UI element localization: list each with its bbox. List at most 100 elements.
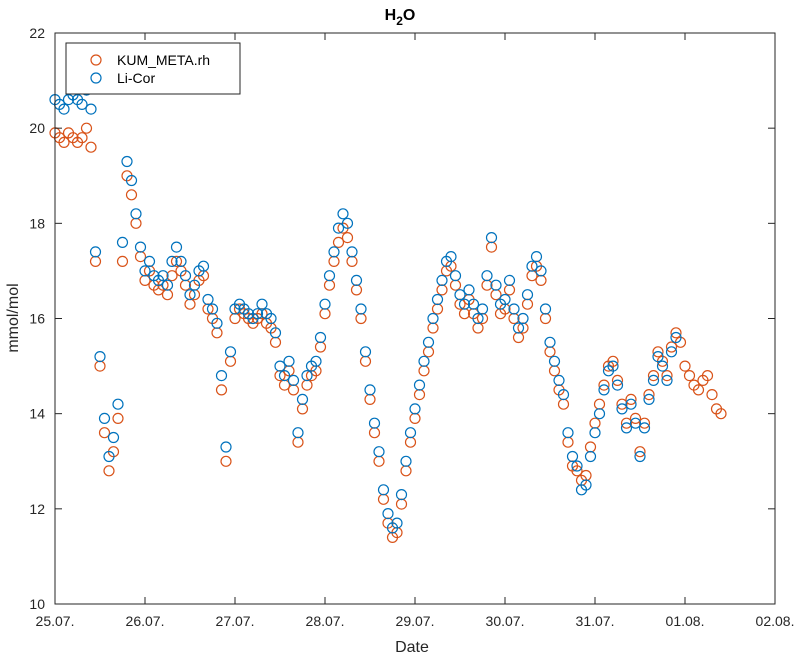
data-point — [368, 417, 381, 429]
data-point — [481, 270, 493, 282]
data-point — [643, 393, 655, 405]
data-point — [211, 317, 223, 329]
data-point — [476, 303, 489, 315]
data-point — [670, 327, 682, 339]
data-point — [166, 270, 178, 282]
data-point — [521, 289, 534, 301]
series-li-cor — [49, 84, 682, 534]
data-point — [467, 298, 480, 310]
data-point — [346, 246, 358, 258]
data-point — [652, 351, 664, 363]
data-point — [332, 236, 345, 248]
data-point — [116, 255, 129, 267]
data-point — [319, 298, 331, 310]
data-point — [557, 389, 570, 401]
data-point — [463, 284, 475, 296]
data-point — [580, 479, 592, 491]
data-point — [535, 265, 547, 277]
data-point — [202, 293, 214, 306]
data-point — [292, 427, 304, 439]
data-point — [382, 507, 394, 520]
data-point — [184, 289, 196, 301]
data-point — [611, 374, 624, 386]
data-point — [508, 303, 520, 315]
y-tick-label: 14 — [29, 406, 45, 422]
data-point — [76, 98, 88, 111]
data-point — [220, 441, 232, 453]
data-point — [364, 384, 376, 396]
data-point — [206, 303, 219, 315]
x-tick-label: 30.07. — [486, 613, 525, 629]
data-point — [593, 408, 606, 420]
data-point — [350, 274, 363, 286]
series-layer — [49, 84, 727, 544]
y-axis: 10 12 14 16 18 20 22 — [29, 25, 775, 612]
data-point — [526, 260, 538, 272]
data-point — [332, 222, 345, 234]
data-point — [427, 312, 439, 325]
data-point — [418, 355, 430, 367]
data-point — [161, 279, 174, 291]
data-point — [274, 360, 286, 372]
x-tick-label: 01.08. — [666, 613, 705, 629]
y-tick-label: 16 — [29, 311, 45, 327]
data-point — [188, 279, 201, 291]
chart-title: H2O — [385, 7, 416, 28]
data-point — [251, 308, 264, 320]
data-point — [85, 103, 97, 115]
data-point — [269, 327, 282, 339]
legend-marker-licor — [90, 72, 102, 84]
data-point — [643, 389, 655, 401]
data-point — [103, 450, 115, 463]
y-tick-label: 18 — [29, 215, 45, 231]
data-point — [157, 270, 169, 282]
data-point — [625, 398, 637, 410]
data-point — [647, 374, 660, 386]
x-tick-label: 25.07. — [36, 613, 75, 629]
x-tick-label: 29.07. — [396, 613, 435, 629]
data-point — [683, 370, 696, 382]
data-point — [103, 465, 115, 477]
y-tick-label: 12 — [29, 501, 45, 517]
data-point — [661, 370, 673, 382]
data-point — [283, 355, 295, 367]
data-point — [197, 260, 210, 272]
data-point — [616, 398, 628, 410]
data-point — [175, 255, 187, 267]
data-point — [611, 379, 624, 391]
data-point — [692, 384, 705, 396]
x-axis: 25.07. 26.07. 27.07. 28.07. 29.07. 30.07. 31.0… — [36, 33, 794, 629]
data-point — [296, 393, 309, 405]
data-point — [634, 450, 646, 463]
data-point — [512, 322, 525, 334]
data-point — [359, 346, 372, 358]
data-point — [652, 346, 664, 358]
data-point — [278, 370, 291, 382]
data-point — [715, 408, 727, 420]
data-point — [638, 417, 651, 429]
data-point — [454, 289, 466, 301]
data-point — [607, 355, 619, 367]
data-point — [701, 370, 714, 382]
data-point — [179, 270, 192, 282]
data-point — [355, 303, 367, 315]
data-point — [656, 360, 669, 372]
data-point — [431, 293, 444, 306]
data-point — [215, 384, 228, 396]
data-point — [143, 255, 156, 267]
data-point — [404, 427, 417, 439]
data-point — [472, 312, 484, 325]
data-point — [539, 303, 552, 315]
data-point — [665, 341, 678, 353]
data-point — [422, 336, 435, 348]
data-point — [409, 403, 421, 415]
data-point — [544, 336, 556, 348]
data-point — [620, 417, 633, 429]
data-point — [517, 312, 529, 325]
data-point — [323, 270, 336, 282]
data-point — [107, 431, 120, 444]
data-point — [458, 298, 471, 310]
data-point — [80, 122, 93, 134]
series-kum-meta-rh — [49, 122, 727, 544]
